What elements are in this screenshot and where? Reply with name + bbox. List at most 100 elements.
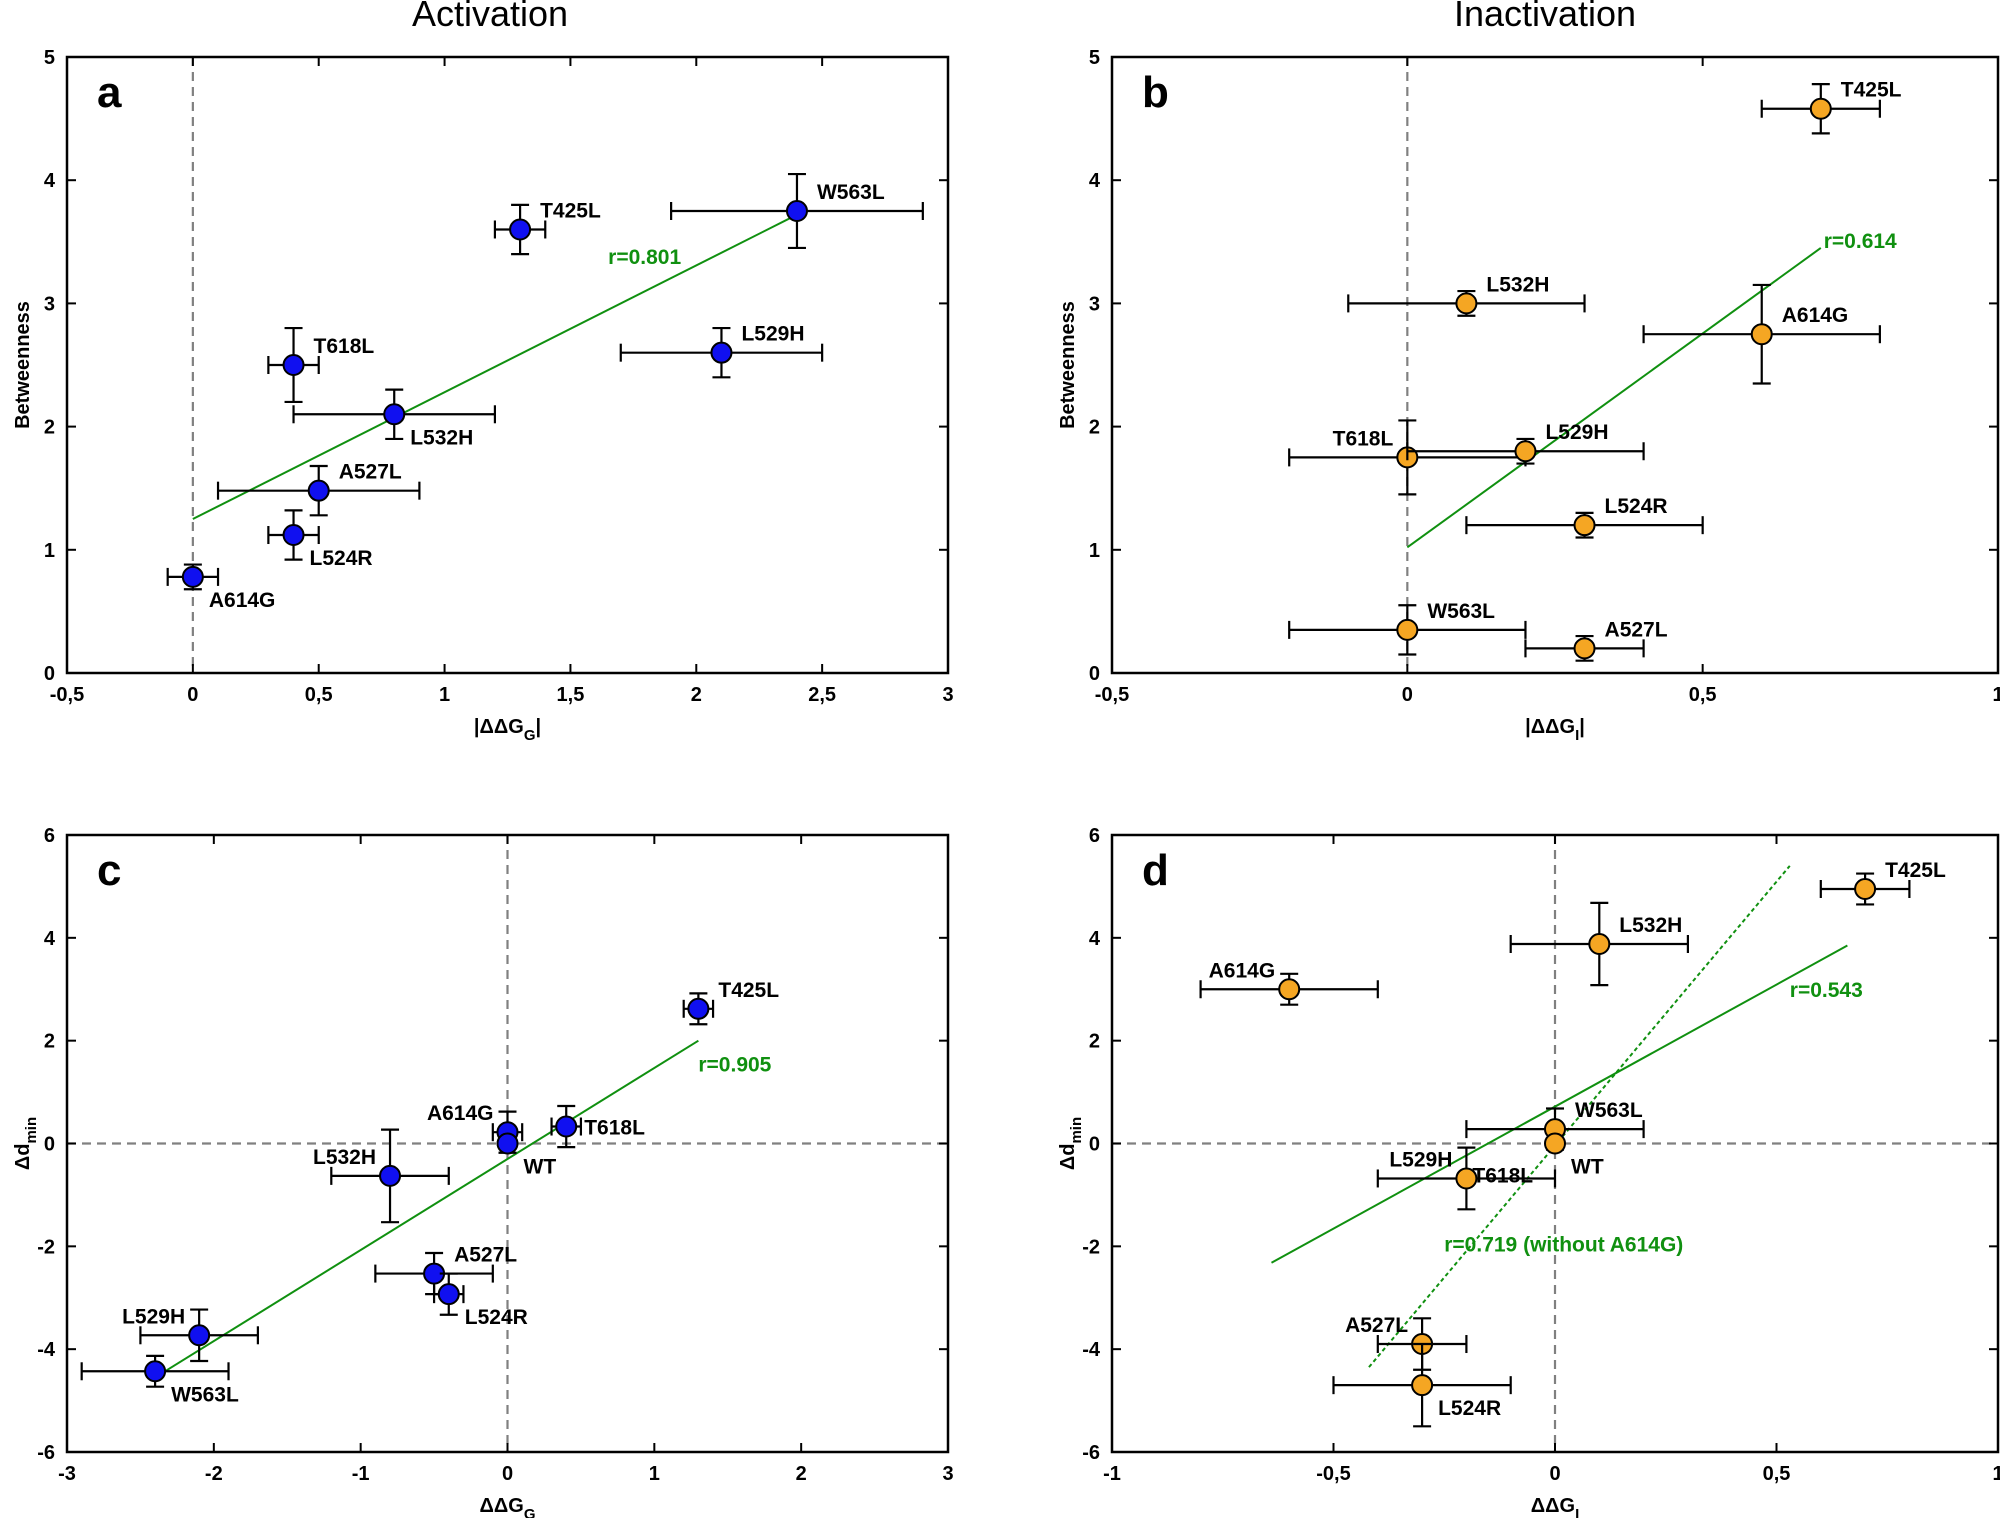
- panel-b-a614g-marker: [1750, 323, 1773, 346]
- panel-d-y-tick-label: 6: [1089, 825, 1100, 847]
- panel-c-l532h-marker: [379, 1164, 402, 1187]
- panel-d-x-tick-label: 0: [1549, 1463, 1560, 1485]
- panel-a-l524r-label: L524R: [310, 547, 373, 570]
- panel-d-t425l-marker: [1854, 877, 1877, 900]
- panel-d-l524r-marker: [1411, 1374, 1434, 1397]
- panel-a-y-tick-label: 4: [44, 170, 56, 192]
- panel-a-fit-label-1: r=0.801: [608, 246, 681, 269]
- panel-b-l529h-marker: [1514, 440, 1537, 463]
- panel-a-l524r-marker: [282, 524, 305, 547]
- panel-c-y-tick-label: 6: [44, 825, 55, 847]
- panel-c-x-tick-label: 2: [796, 1463, 807, 1485]
- panel-a-t618l-label: T618L: [314, 335, 375, 358]
- panel-a-y-tick-label: 0: [44, 663, 55, 685]
- panel-c-y-tick-label: 0: [44, 1134, 55, 1156]
- panel-d-l532h-marker: [1588, 933, 1611, 956]
- panel-c-t618l-label: T618L: [584, 1117, 645, 1140]
- panel-a-x-tick-label: 1,5: [557, 684, 585, 706]
- panel-b-l532h-marker: [1455, 292, 1478, 315]
- panel-d-x-tick-label: -1: [1103, 1463, 1121, 1485]
- panel-c-l529h-label: L529H: [122, 1305, 185, 1328]
- panel-c-y-tick-label: 4: [44, 928, 56, 950]
- panel-b-l524r-marker: [1573, 514, 1596, 537]
- panel-d-inactivation-ddmin: -1 -0,5 0 0,5 1 -6 -4 -2 0 2 4 6 ΔΔGI Δdmin d r=0.543 r=…: [1057, 825, 2000, 1518]
- panel-b-y-tick-label: 3: [1089, 293, 1100, 315]
- panel-a-x-axis-label: |ΔΔGG|: [474, 716, 541, 744]
- panel-a-y-tick-label: 3: [44, 293, 55, 315]
- panel-d-x-tick-label: -0,5: [1316, 1463, 1350, 1485]
- panel-d-a614g-marker: [1278, 978, 1301, 1001]
- panel-d-wt-label: WT: [1571, 1156, 1604, 1179]
- panel-c-l532h-label: L532H: [313, 1146, 376, 1169]
- panel-b-w563l-label: W563L: [1427, 600, 1495, 623]
- panel-d-l529h-marker: [1455, 1167, 1478, 1190]
- panel-c-x-tick-label: 3: [942, 1463, 953, 1485]
- panel-b-y-tick-label: 0: [1089, 663, 1100, 685]
- panel-a-w563l-label: W563L: [817, 181, 885, 204]
- panel-a-fit-line-1: [192, 213, 798, 520]
- panel-a-l532h-label: L532H: [410, 426, 473, 449]
- panel-b-inactivation-betweenness: -0,5 0 0,5 1012345|ΔΔGI|Betweennessbr=0.614…: [1057, 47, 2000, 744]
- panel-d-t425l-label: T425L: [1885, 859, 1946, 882]
- panel-c-wt-label: WT: [524, 1156, 557, 1179]
- panel-b-t425l-label: T425L: [1841, 79, 1902, 102]
- panel-a-a614g-label: A614G: [209, 589, 276, 612]
- panel-a-plot-frame: [65, 55, 950, 675]
- panel-a-y-tick-label: 2: [44, 417, 55, 439]
- panel-c-x-tick-label: -2: [205, 1463, 223, 1485]
- panel-c-t425l-marker: [687, 997, 710, 1020]
- panel-d-y-tick-label: -2: [1082, 1236, 1100, 1258]
- panel-c-y-tick-label: -4: [37, 1339, 56, 1361]
- panel-a-t618l-marker: [282, 354, 305, 376]
- panel-c-l529h-marker: [188, 1324, 211, 1347]
- panel-d-wt-marker: [1544, 1132, 1566, 1155]
- panel-a-x-tick-label: 2,5: [808, 684, 836, 706]
- panel-b-a527l-label: A527L: [1605, 618, 1668, 641]
- panel-b-y-tick-label: 2: [1089, 417, 1100, 439]
- panel-c-x-tick-label: -1: [352, 1463, 370, 1485]
- panel-b-fit-line-1: [1406, 247, 1822, 549]
- panel-c-x-tick-label: -3: [58, 1463, 76, 1485]
- panel-a-a527l-label: A527L: [339, 461, 402, 484]
- panel-b-y-tick-label: 4: [1089, 170, 1101, 192]
- panel-b-l524r-label: L524R: [1605, 495, 1668, 518]
- panel-b-plot-frame: [1110, 55, 2000, 675]
- panel-c-activation-ddmin: -3 -2 -1 0 1 2 3 -6 -4 -2 0 2 4 6 ΔΔGG Δdmin c r=0.905 T42…: [12, 825, 954, 1518]
- panel-c-y-axis-label: Δdmin: [12, 1117, 40, 1170]
- panel-c-a614g-label: A614G: [427, 1102, 494, 1125]
- panel-b-x-axis-label: |ΔΔGI|: [1525, 716, 1585, 744]
- panel-b-w563l-marker: [1396, 618, 1419, 641]
- panel-a-l532h-marker: [383, 403, 406, 426]
- panel-b-letter: b: [1142, 68, 1169, 117]
- panel-a-x-tick-label: 0,5: [305, 684, 333, 706]
- panel-a-a527l-marker: [307, 479, 330, 502]
- panel-b-y-axis-label: Betweenness: [1057, 301, 1079, 429]
- panel-a-a614g-marker: [181, 565, 204, 588]
- panel-d-x-tick-label: 0,5: [1763, 1463, 1791, 1485]
- panel-a-x-tick-label: 0: [187, 684, 198, 706]
- panel-c-w563l-marker: [144, 1360, 167, 1383]
- panel-a-x-tick-label: 1: [439, 684, 450, 706]
- panel-a-activation-betweenness: -0,5 0 0,5 1 1,5 2 2,5 3012345|ΔΔGG|Betweenness…: [12, 47, 954, 744]
- panel-c-x-tick-label: 0: [502, 1463, 513, 1485]
- panel-a-y-tick-label: 5: [44, 47, 55, 69]
- activation-column-title: Activation: [412, 0, 568, 34]
- panel-c-fit-line-1: [154, 1039, 699, 1379]
- panel-c-letter: c: [97, 846, 121, 895]
- panel-c-wt-marker: [496, 1132, 519, 1155]
- panel-c-y-tick-label: -2: [37, 1236, 55, 1258]
- panel-d-l532h-label: L532H: [1619, 914, 1682, 937]
- panel-b-t425l-marker: [1809, 97, 1832, 120]
- panel-d-a614g-label: A614G: [1209, 959, 1276, 982]
- panel-c-y-tick-label: -6: [37, 1442, 55, 1464]
- panel-c-x-tick-label: 1: [649, 1463, 660, 1485]
- panel-c-l524r-marker: [437, 1283, 460, 1306]
- panel-d-letter: d: [1142, 846, 1169, 895]
- panel-c-t618l-marker: [555, 1115, 578, 1138]
- panel-d-l524r-label: L524R: [1438, 1397, 1501, 1420]
- panel-b-x-tick-label: 0,5: [1689, 684, 1717, 706]
- panel-c-x-axis-label: ΔΔGG: [480, 1495, 536, 1518]
- panel-b-a614g-label: A614G: [1782, 304, 1849, 327]
- panel-a-x-tick-label: -0,5: [50, 684, 84, 706]
